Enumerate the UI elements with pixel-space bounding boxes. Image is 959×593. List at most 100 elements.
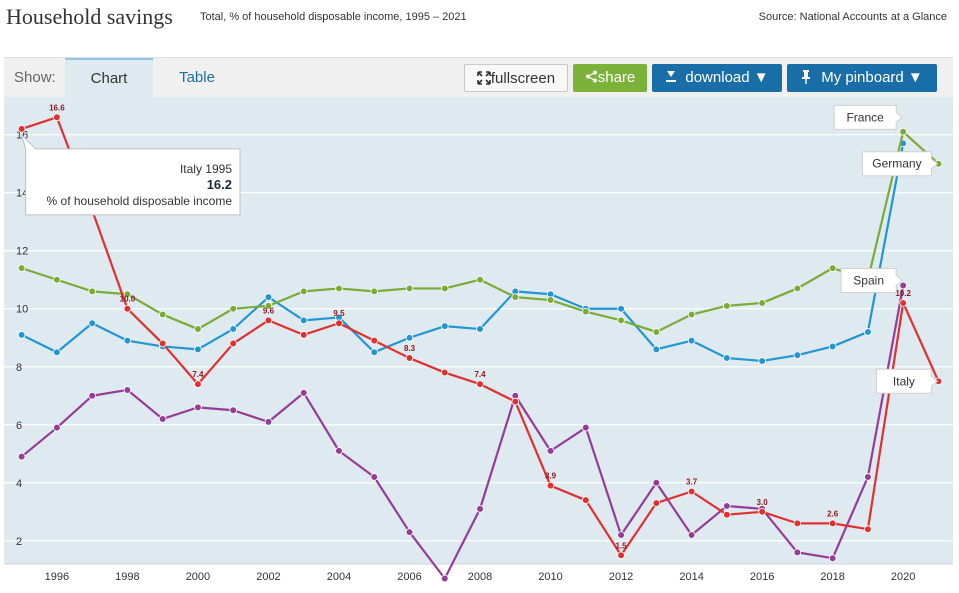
pin-icon bbox=[802, 70, 811, 84]
series-layer bbox=[17, 113, 943, 583]
data-point-france bbox=[617, 304, 625, 313]
data-point-italy bbox=[229, 339, 237, 348]
data-point-spain bbox=[440, 574, 449, 583]
data-point-italy bbox=[582, 496, 590, 504]
series-line-spain bbox=[20, 285, 905, 580]
data-point-germany bbox=[793, 284, 802, 293]
data-point-germany bbox=[335, 284, 343, 293]
download-icon bbox=[666, 71, 677, 82]
data-point-germany bbox=[264, 302, 273, 310]
data-point-germany bbox=[53, 275, 61, 284]
data-point-italy bbox=[723, 510, 731, 519]
data-point-italy bbox=[194, 380, 202, 388]
data-label: 3.9 bbox=[545, 472, 557, 481]
data-point-germany bbox=[617, 316, 625, 325]
download-button[interactable]: download ▼ bbox=[652, 64, 782, 92]
data-point-spain bbox=[617, 531, 625, 539]
share-button[interactable]: share bbox=[573, 64, 647, 92]
data-point-italy bbox=[53, 113, 61, 122]
x-tick-label: 2016 bbox=[750, 571, 774, 583]
y-tick-label: 12 bbox=[16, 246, 28, 258]
data-point-italy bbox=[440, 368, 449, 377]
callout-label: Germany bbox=[872, 157, 921, 171]
data-label: 1.5 bbox=[616, 541, 628, 550]
tooltip-value: 16.2 bbox=[207, 177, 232, 192]
data-point-spain bbox=[899, 281, 907, 290]
data-point-germany bbox=[758, 299, 766, 307]
page-title: Household savings bbox=[6, 4, 173, 29]
tooltip-box bbox=[20, 133, 241, 216]
x-tick-label: 2014 bbox=[679, 571, 703, 583]
x-tick-label: 2002 bbox=[256, 571, 280, 583]
x-tick-label: 1996 bbox=[45, 571, 69, 583]
x-tick-label: 2020 bbox=[891, 571, 915, 583]
data-point-spain bbox=[864, 473, 872, 481]
series-spain bbox=[17, 281, 907, 583]
data-point-france bbox=[828, 342, 837, 351]
show-label: Show: bbox=[14, 69, 56, 86]
data-point-germany bbox=[123, 290, 132, 299]
y-tick-label: 4 bbox=[16, 478, 22, 490]
data-point-germany bbox=[88, 287, 96, 296]
data-point-france bbox=[299, 316, 308, 325]
gridlines bbox=[4, 134, 953, 542]
data-point-italy bbox=[652, 499, 661, 507]
data-point-italy bbox=[370, 336, 379, 345]
x-tick-label: 2018 bbox=[820, 571, 844, 583]
callout-italy: Italy bbox=[875, 368, 939, 394]
data-point-france bbox=[687, 336, 696, 345]
fullscreen-icon bbox=[477, 71, 491, 85]
tooltip: Italy 1995 16.2 % of household disposabl… bbox=[20, 133, 241, 216]
callout-france: France bbox=[833, 104, 903, 130]
series-callouts: France Germany Spain Italy bbox=[833, 104, 939, 394]
data-point-italy bbox=[123, 304, 132, 313]
data-point-germany bbox=[828, 264, 837, 272]
fullscreen-button[interactable]: fullscreen bbox=[464, 64, 568, 92]
line-chart: 246810121416 199619982000200220042006200… bbox=[4, 97, 953, 583]
data-point-germany bbox=[723, 302, 731, 310]
data-point-germany bbox=[899, 128, 907, 136]
data-point-spain bbox=[828, 554, 837, 562]
data-point-germany bbox=[229, 304, 237, 313]
data-point-germany bbox=[582, 307, 590, 316]
data-point-france bbox=[194, 345, 202, 354]
data-label: 7.4 bbox=[192, 370, 204, 379]
data-point-france bbox=[440, 322, 449, 330]
series-line-france bbox=[21, 143, 905, 363]
pinboard-button[interactable]: My pinboard ▼ bbox=[787, 64, 937, 92]
callout-germany: Germany bbox=[861, 151, 939, 177]
y-tick-label: 8 bbox=[16, 362, 22, 374]
callout-box bbox=[861, 151, 939, 177]
data-label: 2.6 bbox=[827, 509, 839, 518]
callout-label: Italy bbox=[893, 374, 915, 388]
data-point-spain bbox=[687, 531, 696, 539]
data-point-italy bbox=[758, 507, 766, 516]
data-point-spain bbox=[123, 386, 132, 394]
data-label: 8.3 bbox=[404, 344, 416, 353]
data-point-spain bbox=[476, 505, 484, 513]
data-point-spain bbox=[158, 415, 167, 423]
y-tick-label: 10 bbox=[16, 304, 28, 316]
data-point-italy bbox=[864, 525, 872, 533]
callout-label: Spain bbox=[853, 274, 884, 288]
callout-box bbox=[840, 268, 903, 294]
data-point-germany bbox=[652, 328, 661, 336]
tooltip-unit: % of household disposable income bbox=[47, 194, 233, 208]
callout-box bbox=[875, 368, 939, 394]
data-point-germany bbox=[440, 284, 449, 293]
tab-table[interactable]: Table bbox=[179, 69, 215, 86]
data-label: 10.2 bbox=[895, 289, 911, 298]
data-labels: 16.6 10.0 7.4 9.6 9.5 8.3 7.4 3.9 1.5 3.7 3.0 2.6 10… bbox=[49, 103, 911, 550]
data-point-spain bbox=[88, 391, 96, 400]
data-label: 16.6 bbox=[49, 103, 65, 112]
data-point-italy bbox=[405, 354, 414, 362]
tab-chart[interactable]: Chart bbox=[65, 58, 153, 98]
data-point-italy bbox=[476, 380, 484, 388]
data-point-spain bbox=[793, 548, 802, 557]
data-point-germany bbox=[546, 296, 555, 304]
x-tick-label: 1998 bbox=[115, 571, 139, 583]
data-point-spain bbox=[335, 447, 343, 455]
share-label: share bbox=[597, 69, 636, 86]
data-point-germany bbox=[158, 310, 167, 319]
data-label: 9.6 bbox=[263, 306, 275, 315]
